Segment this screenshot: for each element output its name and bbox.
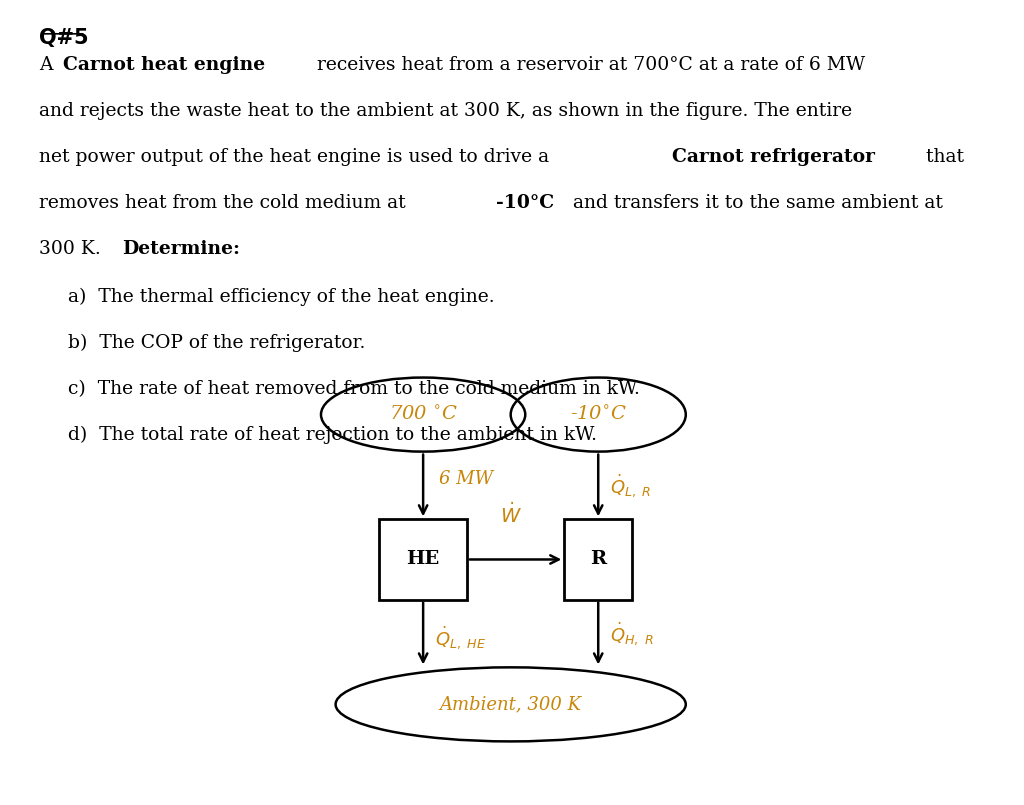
Text: $\dot{Q}_{H,\ R}$: $\dot{Q}_{H,\ R}$	[610, 620, 654, 647]
Text: d)  The total rate of heat rejection to the ambient in kW.: d) The total rate of heat rejection to t…	[68, 426, 597, 444]
Text: c)  The rate of heat removed from to the cold medium in kW.: c) The rate of heat removed from to the …	[68, 380, 640, 398]
Text: b)  The COP of the refrigerator.: b) The COP of the refrigerator.	[68, 334, 366, 353]
Text: $\dot{W}$: $\dot{W}$	[500, 503, 521, 527]
Text: $\dot{Q}_{L,\ R}$: $\dot{Q}_{L,\ R}$	[610, 472, 651, 499]
Text: -10°C: -10°C	[496, 194, 554, 212]
Text: that: that	[921, 148, 965, 166]
Text: 6 MW: 6 MW	[438, 470, 493, 488]
Text: a)  The thermal efficiency of the heat engine.: a) The thermal efficiency of the heat en…	[68, 288, 495, 307]
Text: A: A	[39, 56, 58, 74]
Text: -10$^{\circ}$C: -10$^{\circ}$C	[569, 405, 627, 424]
Text: Q#5: Q#5	[39, 28, 88, 48]
Text: and rejects the waste heat to the ambient at 300 K, as shown in the figure. The : and rejects the waste heat to the ambien…	[39, 102, 852, 120]
FancyBboxPatch shape	[379, 519, 467, 600]
Text: $\dot{Q}_{L,\ HE}$: $\dot{Q}_{L,\ HE}$	[435, 624, 486, 651]
Text: 700 $^{\circ}$C: 700 $^{\circ}$C	[388, 405, 458, 424]
Text: Carnot refrigerator: Carnot refrigerator	[672, 148, 874, 166]
Text: and transfers it to the same ambient at: and transfers it to the same ambient at	[567, 194, 943, 212]
Text: R: R	[590, 551, 606, 568]
Text: removes heat from the cold medium at: removes heat from the cold medium at	[39, 194, 412, 212]
FancyBboxPatch shape	[564, 519, 632, 600]
Text: Ambient, 300 K: Ambient, 300 K	[439, 696, 582, 713]
Text: Determine:: Determine:	[122, 240, 240, 258]
Text: HE: HE	[407, 551, 439, 568]
Text: Carnot heat engine: Carnot heat engine	[62, 56, 265, 74]
Text: receives heat from a reservoir at 700°C at a rate of 6 MW: receives heat from a reservoir at 700°C …	[310, 56, 864, 74]
Text: net power output of the heat engine is used to drive a: net power output of the heat engine is u…	[39, 148, 555, 166]
Text: 300 K.: 300 K.	[39, 240, 106, 258]
